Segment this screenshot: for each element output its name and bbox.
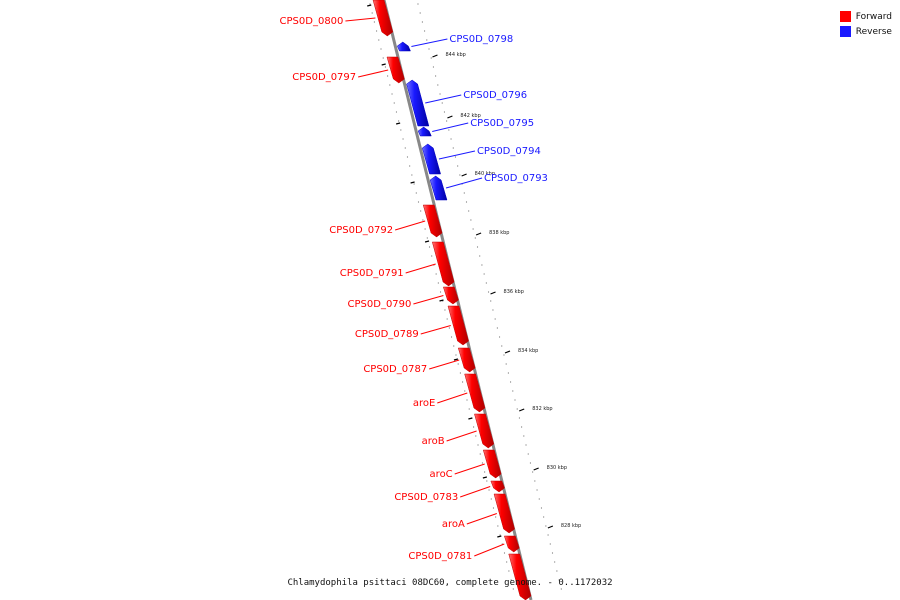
legend-forward-label: Forward — [855, 11, 892, 22]
gene-cps0d-0791[interactable] — [431, 241, 455, 287]
genome-caption: Chlamydophila psittaci 08DC60, complete … — [287, 578, 613, 588]
minor-tick — [482, 476, 488, 479]
gene-label-cps0d-0781[interactable]: CPS0D_0781 — [408, 551, 472, 562]
scale-tick — [547, 525, 554, 529]
gene-cps0d-0787[interactable] — [457, 347, 476, 373]
gene-label-cps0d-0791[interactable]: CPS0D_0791 — [340, 268, 404, 279]
gene-label-cps0d-0787[interactable]: CPS0D_0787 — [363, 364, 427, 375]
scale-tick-label: 832 kbp — [532, 406, 552, 412]
scale-tick-label: 834 kbp — [518, 348, 538, 354]
legend: Forward Reverse — [839, 9, 892, 39]
gene-leader-line — [358, 69, 389, 78]
gene-cps0d-0794[interactable] — [421, 143, 441, 175]
scale-tick — [475, 232, 482, 236]
gene-label-cps0d-0789[interactable]: CPS0D_0789 — [355, 329, 419, 340]
legend-reverse: Reverse — [839, 24, 892, 39]
gene-leader-line — [460, 486, 491, 498]
gene-aroc[interactable] — [482, 449, 502, 479]
gene-cps0d-0796[interactable] — [406, 79, 430, 127]
gene-label-cps0d-0792[interactable]: CPS0D_0792 — [329, 225, 393, 236]
gene-cps0d-0798[interactable] — [396, 41, 411, 52]
scale-tick-label: 828 kbp — [561, 523, 581, 529]
scale-tick — [432, 54, 438, 58]
forward-swatch — [839, 11, 851, 22]
minor-tick — [381, 63, 386, 66]
gene-cps0d-0797[interactable] — [386, 56, 405, 84]
gene-label-cps0d-0798[interactable]: CPS0D_0798 — [449, 34, 513, 45]
gene-leader-line — [454, 463, 485, 475]
gene-cps0d-0793[interactable] — [429, 175, 448, 201]
gene-leader-line — [395, 220, 426, 231]
gene-label-aroe[interactable]: aroE — [413, 398, 435, 409]
reverse-swatch — [839, 26, 851, 37]
scale-tick — [461, 173, 467, 177]
scale-tick — [490, 291, 496, 295]
gene-leader-line — [413, 295, 444, 305]
gene-label-aroc[interactable]: aroC — [430, 469, 453, 480]
gene-cps0d-0790[interactable] — [442, 286, 459, 305]
minor-tick — [453, 358, 459, 361]
gene-leader-line — [446, 430, 477, 442]
gene-cps0d-0783[interactable] — [490, 480, 505, 493]
gene-cps0d-0789[interactable] — [447, 305, 469, 346]
gene-leader-line — [437, 392, 468, 404]
scale-tick-label: 838 kbp — [489, 230, 509, 236]
gene-label-cps0d-0793[interactable]: CPS0D_0793 — [484, 173, 548, 184]
gene-leader-line — [405, 263, 436, 274]
scale-tick — [533, 467, 539, 471]
gene-label-cps0d-0794[interactable]: CPS0D_0794 — [477, 146, 541, 157]
gene-label-arob[interactable]: aroB — [422, 436, 445, 447]
gene-label-cps0d-0790[interactable]: CPS0D_0790 — [348, 299, 412, 310]
gene-leader-line — [429, 359, 460, 370]
scale-tick-label: 840 kbp — [475, 171, 495, 177]
tick-dots — [369, 3, 562, 590]
gene-label-cps0d-0797[interactable]: CPS0D_0797 — [292, 72, 356, 83]
scale-tick — [518, 408, 525, 412]
gene-leader-line — [466, 513, 497, 525]
scale-tick-label: 830 kbp — [547, 465, 567, 471]
minor-tick — [424, 240, 430, 243]
gene-aroe[interactable] — [464, 373, 486, 413]
gene-label-cps0d-0796[interactable]: CPS0D_0796 — [463, 90, 527, 101]
gene-leader-line — [345, 17, 376, 22]
scale-tick-label: 844 kbp — [445, 52, 465, 58]
gene-track: CPS0D_0800 CPS0D_0798 CPS0D_0797 CPS0D_0796… — [280, 0, 548, 600]
gene-cps0d-0781[interactable] — [503, 535, 520, 553]
gene-cps0d-0792[interactable] — [422, 204, 443, 238]
gene-leader-line — [420, 325, 451, 335]
minor-tick — [395, 122, 401, 125]
scale-tick-label: 842 kbp — [460, 113, 480, 119]
gene-label-cps0d-0795[interactable]: CPS0D_0795 — [470, 118, 534, 129]
gene-unlabeled[interactable] — [508, 553, 532, 600]
gene-leader-line — [411, 38, 448, 47]
scale-tick — [447, 115, 453, 119]
gene-leader-line — [432, 122, 469, 132]
minor-tick — [410, 181, 415, 184]
gene-label-cps0d-0783[interactable]: CPS0D_0783 — [394, 492, 458, 503]
scale-ticks: 844 kbp 842 kbp 840 kbp 838 kbp 836 kbp 834 k… — [367, 4, 581, 538]
gene-leader-line — [438, 150, 476, 160]
legend-reverse-label: Reverse — [855, 26, 892, 37]
gene-aroa[interactable] — [493, 493, 515, 534]
gene-cps0d-0800[interactable] — [372, 0, 394, 37]
minor-tick — [497, 535, 502, 538]
gene-label-cps0d-0800[interactable]: CPS0D_0800 — [280, 16, 344, 27]
gene-label-aroa[interactable]: aroA — [442, 519, 465, 530]
gene-arob[interactable] — [474, 413, 495, 449]
legend-forward: Forward — [839, 9, 892, 24]
scale-tick — [504, 350, 511, 354]
gene-leader-line — [445, 177, 483, 189]
gene-leader-line — [425, 94, 462, 104]
scale-tick-label: 836 kbp — [504, 289, 524, 295]
gene-leader-line — [474, 543, 505, 557]
minor-tick — [367, 4, 372, 7]
minor-tick — [468, 417, 473, 420]
minor-tick — [439, 299, 444, 302]
gene-cps0d-0795[interactable] — [417, 126, 432, 137]
